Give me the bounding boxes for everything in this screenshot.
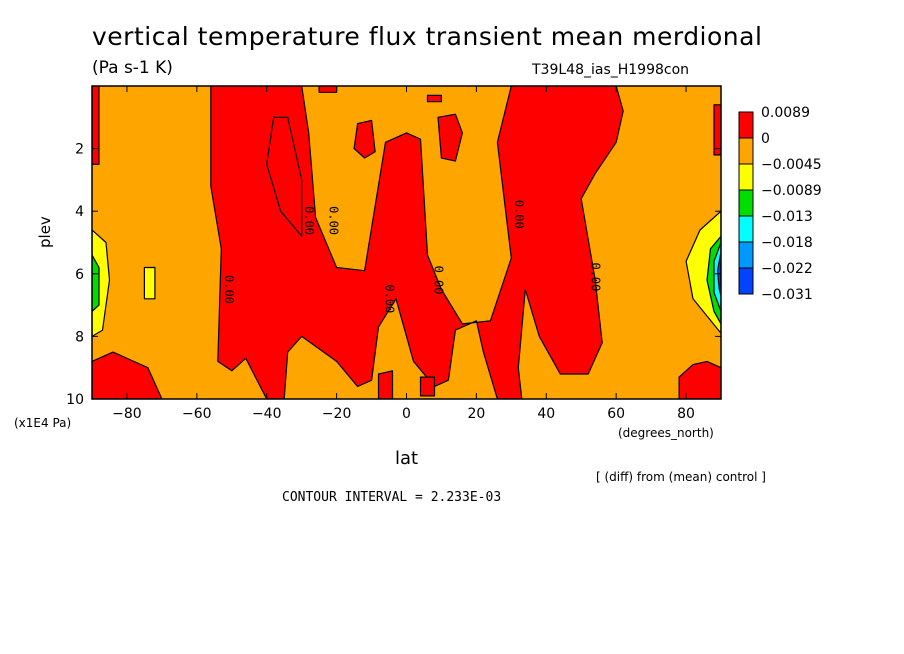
contour-region-yellow [143, 266, 156, 300]
legend-label: 0 [761, 131, 770, 147]
contour-interval: CONTOUR INTERVAL = 2.233E-03 [282, 490, 502, 505]
contour-region-red [713, 104, 721, 156]
y-axis-units: (x1E4 Pa) [14, 416, 72, 430]
contour-region-red [437, 113, 463, 162]
x-tick-label: 20 [467, 406, 485, 422]
x-tick-label: −40 [252, 406, 282, 422]
contour-label: 0.00 [512, 200, 526, 229]
legend-swatch [738, 189, 754, 217]
y-tick-label: 6 [75, 267, 84, 283]
legend-label: 0.0089 [761, 105, 810, 121]
x-tick-label: −80 [112, 406, 142, 422]
contour-region-green [92, 254, 100, 312]
y-tick-label: 10 [66, 392, 84, 408]
chart-title: vertical temperature flux transient mean… [92, 22, 763, 51]
contour-label: 0.00 [589, 262, 603, 291]
contour-region-red [377, 370, 394, 399]
legend-label: −0.022 [761, 261, 813, 277]
contour-region-red [353, 119, 376, 159]
y-tick-label: 4 [75, 204, 84, 220]
contour-region-red [426, 94, 442, 103]
diff-note: [ (diff) from (mean) control ] [596, 470, 766, 484]
contour-label: 0.00 [302, 206, 316, 235]
legend-label: −0.031 [761, 287, 813, 303]
x-tick-label: −20 [322, 406, 352, 422]
contour-region-red [318, 86, 338, 93]
contour-region-red [266, 116, 303, 237]
x-tick-label: 60 [607, 406, 625, 422]
y-tick-label: 8 [75, 329, 84, 345]
legend-swatch [738, 137, 754, 165]
chart-units: (Pa s-1 K) [92, 58, 173, 78]
contour-label: 0.00 [327, 206, 341, 235]
legend-label: −0.0045 [761, 157, 822, 173]
contour-region-red [92, 86, 100, 165]
run-label: T39L48_ias_H1998con [532, 62, 690, 78]
y-tick-label: 2 [75, 142, 84, 158]
legend-swatch [738, 267, 754, 295]
legend-label: −0.0089 [761, 183, 822, 199]
legend-label: −0.013 [761, 209, 813, 225]
contour-label: 0.00 [431, 266, 445, 295]
x-tick-label: −60 [182, 406, 212, 422]
contour-region-red [419, 376, 436, 397]
x-axis-label: lat [395, 448, 419, 469]
x-tick-label: 80 [677, 406, 695, 422]
contour-region-red [678, 360, 721, 399]
x-tick-label: 40 [537, 406, 555, 422]
legend-swatch [738, 241, 754, 269]
contour-region-red [92, 351, 163, 399]
x-axis-units: (degrees_north) [618, 426, 714, 440]
contour-label: 0.00 [222, 275, 236, 304]
contour-region-yellow [92, 229, 111, 337]
legend-swatch [738, 163, 754, 191]
x-tick-label: 0 [402, 406, 411, 422]
legend-swatch [738, 215, 754, 243]
legend-swatch [738, 111, 754, 139]
contour-label: 0.00 [383, 284, 397, 313]
contour-region-red [210, 86, 624, 399]
legend-label: −0.018 [761, 235, 813, 251]
